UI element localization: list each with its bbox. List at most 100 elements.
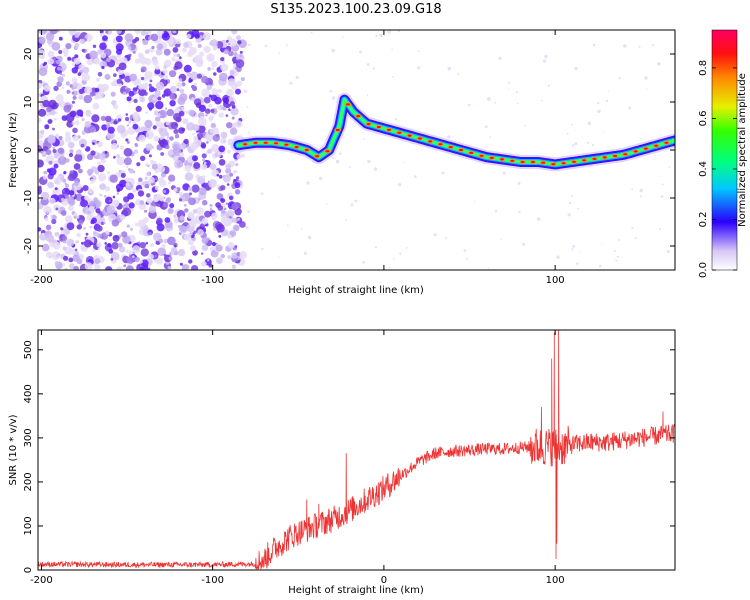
noise-speck: [57, 147, 65, 154]
noise-speck: [638, 45, 641, 48]
noise-speck: [286, 44, 288, 47]
noise-speck: [521, 242, 525, 246]
noise-speck: [85, 110, 92, 118]
noise-speck: [60, 158, 65, 163]
noise-speck: [148, 231, 152, 236]
snr-y-axis: 0 100 200 300 400 500: [23, 340, 675, 573]
noise-speck: [45, 233, 54, 243]
noise-speck: [239, 251, 248, 259]
noise-speck: [139, 96, 145, 103]
noise-speck: [171, 57, 176, 62]
noise-speck: [76, 232, 81, 238]
noise-speck: [121, 231, 128, 238]
noise-speck: [89, 50, 98, 60]
noise-speck: [80, 114, 83, 117]
colorbar-tick-label: 0.2: [698, 212, 709, 228]
noise-speck: [63, 171, 67, 175]
noise-speck: [331, 48, 335, 53]
noise-speck: [601, 244, 603, 246]
y-tick-label: 0: [23, 147, 34, 153]
noise-speck: [97, 164, 105, 173]
noise-speck: [201, 244, 209, 251]
noise-speck: [206, 136, 213, 143]
ridge-hotspot: [253, 141, 258, 144]
noise-speck: [43, 170, 48, 175]
noise-speck: [217, 88, 222, 94]
noise-speck: [190, 245, 196, 252]
noise-speck: [89, 92, 95, 97]
noise-speck: [145, 143, 153, 151]
ridge-hotspot: [428, 140, 433, 143]
noise-speck: [47, 119, 53, 124]
noise-speck: [193, 162, 201, 169]
noise-speck: [149, 79, 153, 83]
noise-speck: [129, 73, 137, 82]
noise-speck: [194, 54, 203, 64]
noise-speck: [178, 110, 185, 117]
noise-speck: [66, 238, 75, 247]
noise-speck: [97, 141, 103, 148]
y-tick-label: 400: [23, 384, 34, 403]
noise-speck: [508, 81, 510, 84]
noise-speck: [91, 217, 97, 224]
ridge-hotspot: [315, 155, 320, 158]
noise-speck: [71, 87, 75, 90]
noise-speck: [571, 248, 574, 251]
noise-speck: [203, 96, 211, 104]
noise-speck: [162, 69, 168, 75]
noise-speck: [162, 202, 169, 208]
noise-speck: [659, 175, 661, 177]
noise-speck: [168, 174, 176, 182]
noise-speck: [634, 236, 637, 240]
noise-speck: [125, 113, 129, 116]
ridge-hotspot: [520, 160, 525, 164]
noise-speck: [168, 256, 173, 261]
noise-speck: [571, 123, 574, 126]
noise-speck: [467, 103, 471, 107]
noise-speck: [142, 137, 146, 141]
noise-speck: [366, 94, 369, 96]
noise-speck: [142, 85, 147, 90]
noise-speck: [164, 254, 172, 263]
noise-speck: [160, 152, 165, 156]
noise-speck: [198, 104, 206, 112]
ridge-hotspot: [592, 157, 597, 160]
noise-speck: [173, 214, 176, 218]
noise-speck: [607, 90, 610, 92]
noise-speck: [231, 116, 235, 120]
noise-speck: [64, 267, 68, 270]
ridge-hotspot: [417, 137, 422, 140]
noise-speck: [220, 57, 225, 62]
noise-speck: [73, 215, 77, 219]
noise-speck: [68, 152, 74, 158]
noise-speck: [101, 124, 108, 131]
noise-speck: [177, 97, 186, 105]
noise-speck: [69, 248, 76, 255]
snr-frame: [37, 329, 676, 571]
ridge-hotspot: [613, 154, 618, 158]
noise-speck: [133, 98, 138, 104]
noise-speck: [90, 150, 96, 156]
noise-speck: [116, 154, 120, 159]
noise-speck: [128, 250, 133, 255]
noise-speck: [229, 38, 238, 47]
noise-speck: [577, 207, 579, 210]
noise-speck: [329, 90, 333, 93]
noise-speck: [568, 201, 572, 205]
noise-speck: [487, 97, 491, 101]
noise-speck: [201, 199, 208, 206]
noise-speck: [222, 106, 227, 111]
noise-speck: [166, 135, 170, 139]
noise-speck: [51, 42, 61, 51]
noise-speck: [169, 93, 176, 100]
noise-speck: [69, 149, 74, 154]
x-tick-label: -100: [201, 275, 224, 286]
noise-speck: [115, 35, 123, 43]
noise-speck: [399, 252, 402, 255]
noise-speck: [72, 95, 77, 100]
noise-speck: [567, 213, 571, 217]
noise-speck: [156, 223, 165, 232]
noise-speck: [126, 96, 132, 102]
noise-speck: [161, 243, 166, 249]
